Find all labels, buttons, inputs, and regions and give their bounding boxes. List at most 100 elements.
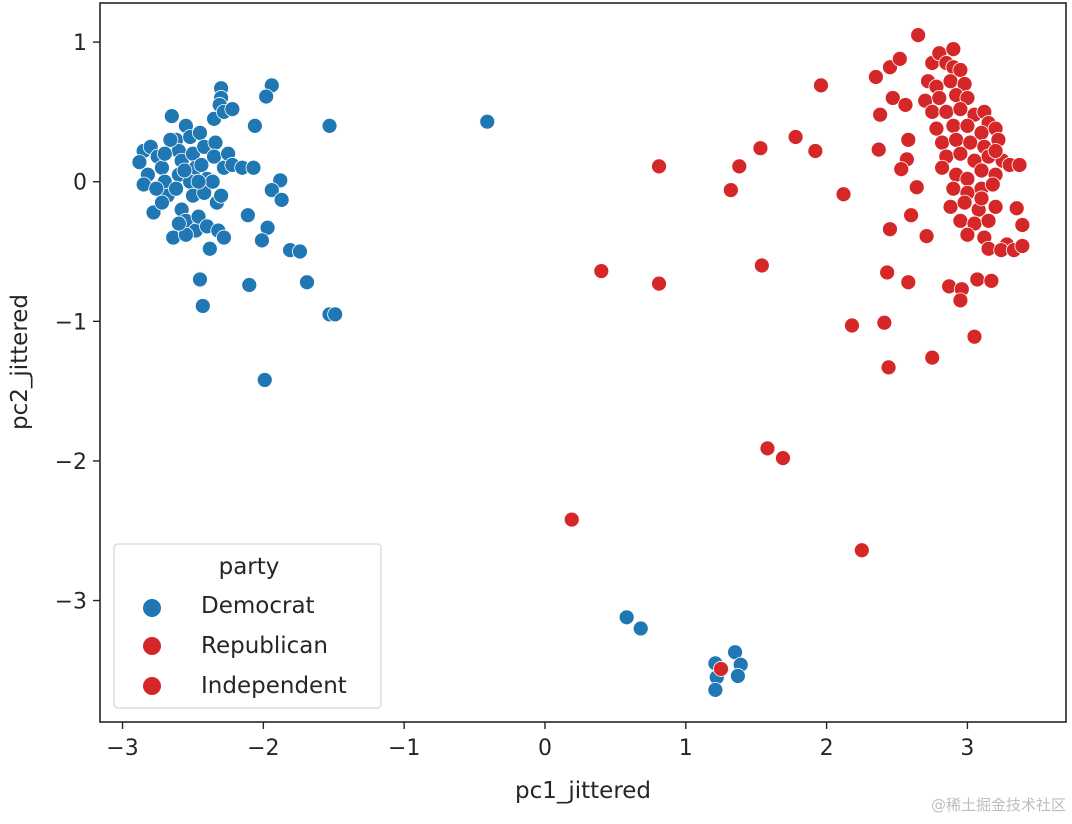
- x-axis: −3 −2 −1 0 1 2 3: [106, 722, 974, 761]
- y-tick-label: −1: [55, 310, 87, 335]
- point-republican: [900, 131, 917, 148]
- point-democrat: [176, 162, 193, 179]
- point-republican: [651, 275, 667, 292]
- point-republican: [651, 158, 667, 175]
- point-republican: [903, 207, 920, 224]
- point-republican: [908, 179, 925, 196]
- point-republican: [880, 359, 897, 376]
- legend-marker-democrat: [143, 599, 161, 617]
- point-democrat: [170, 215, 187, 232]
- point-republican: [959, 171, 976, 187]
- point-republican: [870, 141, 887, 158]
- point-republican: [987, 198, 1004, 215]
- point-republican: [759, 440, 776, 457]
- point-republican: [891, 50, 908, 67]
- x-axis-label: pc1_jittered: [515, 778, 651, 804]
- point-republican: [879, 264, 896, 281]
- point-republican: [722, 182, 739, 198]
- point-republican: [787, 129, 804, 145]
- point-republican: [731, 158, 748, 175]
- legend-marker-independent: [143, 677, 161, 695]
- point-republican: [884, 90, 901, 106]
- point-democrat: [213, 187, 230, 204]
- y-tick-label: −3: [55, 590, 87, 615]
- point-republican: [1014, 217, 1031, 233]
- point-republican: [952, 101, 969, 118]
- point-republican: [867, 69, 884, 85]
- point-democrat: [207, 134, 224, 151]
- legend-label-democrat: Democrat: [201, 593, 315, 619]
- point-republican: [959, 90, 976, 106]
- point-republican: [928, 120, 945, 137]
- point-republican: [900, 274, 917, 291]
- point-republican: [934, 134, 950, 151]
- point-republican: [931, 90, 948, 106]
- point-democrat: [154, 159, 170, 176]
- point-republican: [924, 103, 941, 120]
- point-republican: [956, 194, 973, 211]
- point-republican: [973, 190, 990, 207]
- point-democrat: [168, 180, 184, 197]
- x-tick-label: −3: [106, 736, 138, 761]
- point-republican: [945, 180, 962, 197]
- point-republican: [966, 328, 983, 345]
- legend-label-independent: Independent: [201, 673, 347, 699]
- x-tick-label: 3: [960, 736, 974, 761]
- point-republican: [938, 103, 955, 120]
- point-republican: [942, 198, 959, 215]
- point-republican: [1011, 157, 1028, 173]
- x-tick-label: 2: [820, 736, 834, 761]
- point-republican: [952, 62, 969, 78]
- point-democrat: [194, 298, 211, 314]
- point-republican: [934, 159, 950, 176]
- point-republican: [984, 176, 1001, 193]
- y-tick-label: −2: [55, 450, 87, 475]
- point-democrat: [148, 180, 165, 197]
- point-democrat: [299, 274, 315, 291]
- point-republican: [775, 450, 791, 467]
- point-democrat: [292, 243, 308, 260]
- point-republican: [980, 212, 997, 229]
- point-democrat: [618, 609, 635, 626]
- point-republican: [959, 117, 976, 134]
- point-democrat: [479, 113, 496, 130]
- legend-marker-republican: [143, 637, 161, 655]
- point-democrat: [256, 372, 273, 388]
- point-republican: [593, 263, 610, 279]
- point-democrat: [192, 124, 208, 141]
- point-republican: [844, 317, 860, 334]
- point-democrat: [216, 229, 232, 246]
- point-democrat: [263, 182, 280, 198]
- point-republican: [924, 349, 941, 366]
- point-republican: [893, 161, 910, 178]
- point-democrat: [192, 271, 208, 288]
- legend-title: party: [219, 554, 280, 580]
- point-democrat: [204, 173, 221, 190]
- point-democrat: [245, 159, 262, 176]
- point-republican: [973, 162, 990, 179]
- point-republican: [983, 272, 1000, 289]
- point-republican: [1008, 200, 1025, 217]
- point-republican: [563, 511, 580, 528]
- point-republican: [835, 186, 852, 203]
- watermark: @稀土掘金技术社区: [931, 796, 1066, 814]
- point-independent: [713, 661, 729, 677]
- point-republican: [969, 271, 986, 288]
- point-republican: [807, 143, 824, 159]
- x-tick-label: 0: [538, 736, 552, 761]
- point-democrat: [258, 88, 275, 105]
- point-republican: [910, 27, 927, 44]
- plot-frame: [99, 2, 1067, 723]
- point-republican: [813, 77, 829, 94]
- point-democrat: [239, 207, 256, 224]
- point-democrat: [327, 306, 344, 323]
- y-tick-label: 0: [73, 171, 87, 196]
- point-democrat: [156, 145, 173, 162]
- legend: party Democrat Republican Independent: [113, 543, 382, 709]
- point-republican: [897, 97, 914, 113]
- point-democrat: [632, 620, 649, 637]
- point-democrat: [254, 232, 270, 249]
- point-democrat: [321, 117, 338, 134]
- legend-label-republican: Republican: [201, 633, 328, 659]
